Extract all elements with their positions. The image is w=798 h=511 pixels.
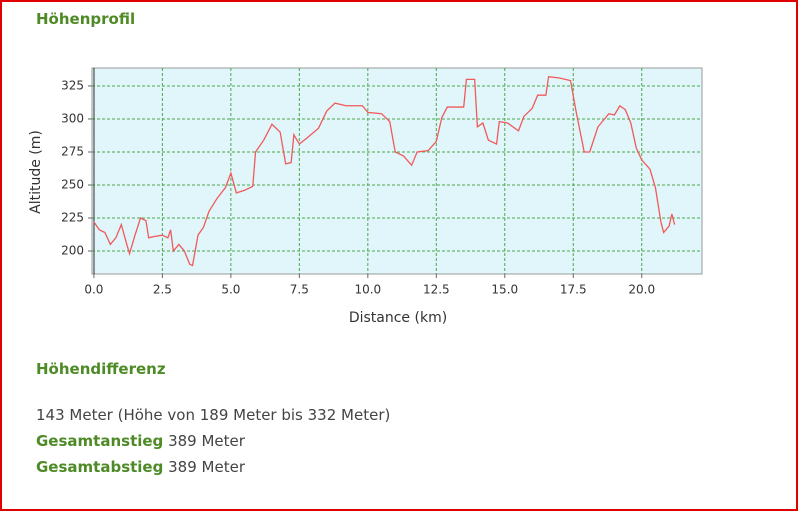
y-axis-label: Altitude (m) <box>28 130 44 214</box>
x-tick-label: 20.0 <box>628 283 655 297</box>
ascent-value: 389 Meter <box>168 432 245 450</box>
x-tick-label: 15.0 <box>491 283 518 297</box>
x-tick-label: 5.0 <box>221 283 240 297</box>
y-tick-label: 325 <box>61 78 84 92</box>
ascent-label: Gesamtanstieg <box>36 432 164 450</box>
section-title: Höhendifferenz <box>36 360 166 378</box>
y-tick-label: 300 <box>61 111 84 125</box>
x-axis-label: Distance (km) <box>349 310 447 326</box>
descent: Gesamtabstieg 389 Meter <box>36 458 245 476</box>
summary: 143 Meter (Höhe von 189 Meter bis 332 Me… <box>36 406 391 424</box>
descent-label: Gesamtabstieg <box>36 458 164 476</box>
x-tick-label: 17.5 <box>560 283 587 297</box>
x-tick-label: 10.0 <box>354 283 381 297</box>
y-tick-label: 275 <box>61 144 84 158</box>
y-tick-label: 200 <box>61 244 84 258</box>
descent-value: 389 Meter <box>168 458 245 476</box>
x-tick-label: 2.5 <box>153 283 172 297</box>
x-tick-label: 12.5 <box>423 283 450 297</box>
altitude-line <box>93 75 676 267</box>
x-tick-label: 7.5 <box>290 283 309 297</box>
y-tick-label: 250 <box>61 177 84 191</box>
y-tick-label: 225 <box>61 211 84 225</box>
plot-area <box>91 67 703 275</box>
section-title: Höhenprofil <box>36 10 136 28</box>
x-tick-label: 0.0 <box>84 283 103 297</box>
ascent: Gesamtanstieg 389 Meter <box>36 432 245 450</box>
chart: Distance (km) Altitude (m) 200 225 250 275 3… <box>28 67 703 326</box>
